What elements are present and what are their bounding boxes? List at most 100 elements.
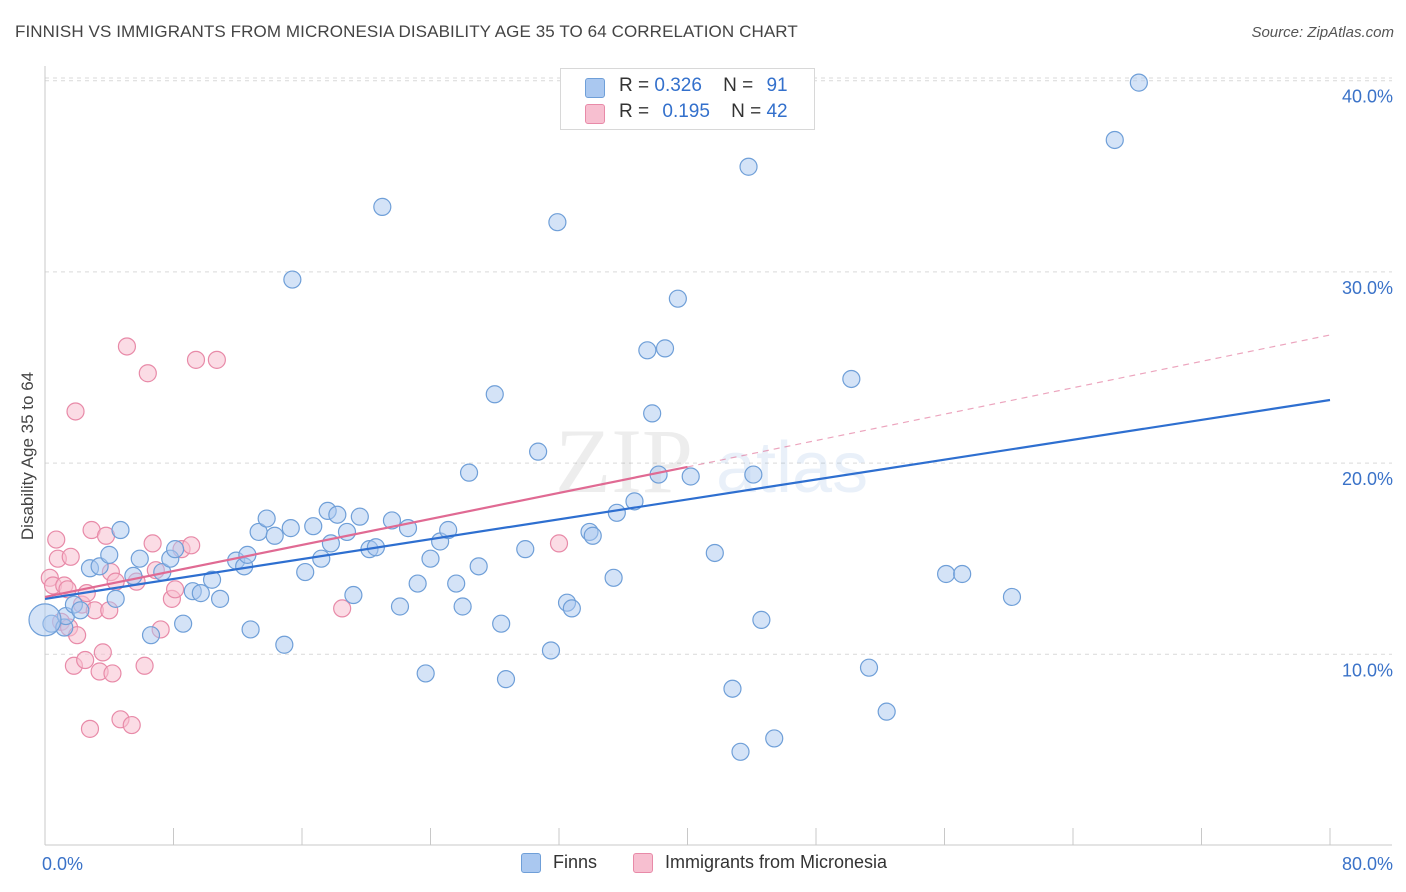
finns-point: [111, 520, 130, 540]
micronesia-point: [76, 650, 95, 670]
finns-point: [744, 465, 763, 484]
finns-point: [202, 570, 222, 589]
finns-points: [28, 73, 1148, 761]
micronesia-point: [61, 547, 80, 566]
micronesia-point: [143, 534, 162, 553]
y-tick-label: 30.0%: [1342, 278, 1393, 298]
finns-point: [541, 641, 561, 660]
finns-point: [529, 442, 548, 461]
finns-point: [607, 503, 626, 522]
micronesia-point: [66, 402, 85, 421]
finns-point: [382, 511, 402, 530]
micronesia-swatch: [585, 104, 605, 124]
finns-point: [130, 549, 149, 568]
finns-point: [408, 574, 427, 593]
finns-point: [28, 603, 62, 637]
finns-point: [469, 557, 488, 576]
watermark-zip: ZIP: [555, 410, 693, 512]
finns-point: [328, 505, 347, 524]
finns-point: [210, 589, 230, 608]
finns-point: [765, 729, 784, 748]
micronesia-point: [80, 719, 100, 738]
finns-point: [257, 509, 276, 528]
legend-item-finns: Finns: [521, 852, 597, 873]
finns-point: [453, 597, 472, 616]
finns-point: [447, 574, 466, 593]
finns-point: [485, 385, 504, 404]
micronesia-point: [135, 656, 154, 675]
micronesia-point: [186, 350, 206, 369]
micronesia-point: [47, 530, 66, 549]
watermark: ZIP atlas: [555, 410, 868, 512]
y-tick-label: 20.0%: [1342, 469, 1393, 489]
finns-point: [100, 545, 119, 564]
finns-point: [416, 664, 435, 683]
finns-point: [583, 526, 602, 545]
finns-point: [752, 610, 771, 629]
micronesia-point: [93, 643, 112, 662]
finns-point: [705, 543, 724, 563]
micronesia-legend-swatch: [633, 852, 653, 873]
finns-point: [739, 157, 758, 176]
finns-point: [459, 463, 479, 482]
watermark-atlas: atlas: [716, 428, 868, 508]
finns-point: [241, 620, 260, 639]
finns-point: [421, 549, 440, 568]
finns-n-label: N =: [723, 75, 754, 96]
micronesia-point: [103, 664, 122, 683]
finns-point: [71, 601, 90, 620]
y-tick-label: 40.0%: [1342, 87, 1393, 107]
finns-point: [953, 564, 972, 584]
finns-point: [643, 404, 662, 423]
finns-point: [496, 670, 516, 689]
legend-item-micronesia: Immigrants from Micronesia: [633, 852, 887, 873]
finns-point: [516, 540, 535, 559]
finns-point: [877, 702, 896, 721]
finns-point: [265, 526, 284, 545]
finns-point: [937, 564, 956, 584]
finns-point: [124, 566, 143, 586]
chart-title: FINNISH VS IMMIGRANTS FROM MICRONESIA DI…: [15, 22, 798, 41]
finns-point: [191, 584, 210, 603]
x-tick-label-min: 0.0%: [42, 854, 83, 874]
finns-point: [625, 492, 644, 511]
micronesia-legend-label: Immigrants from Micronesia: [665, 852, 888, 872]
micronesia-point: [333, 599, 352, 618]
micronesia-point: [182, 536, 201, 555]
micronesia-trend-line: [44, 465, 688, 599]
finns-point: [283, 270, 302, 289]
finns-point: [681, 467, 700, 486]
finns-point: [655, 339, 675, 358]
x-tick-label-max: 80.0%: [1342, 854, 1393, 874]
finns-point: [390, 597, 410, 616]
trend-lines: [44, 334, 1331, 600]
micronesia-point: [122, 715, 141, 735]
finns-legend-label: Finns: [553, 852, 598, 872]
finns-point: [166, 540, 185, 559]
finns-point: [604, 568, 623, 587]
micronesia-point: [117, 337, 137, 356]
finns-point: [548, 213, 567, 232]
micronesia-point: [166, 580, 185, 599]
finns-point: [350, 507, 369, 526]
finns-point: [296, 562, 315, 582]
finns-r-value: 0.326: [654, 75, 702, 96]
finns-point: [373, 197, 392, 216]
finns-legend-swatch: [521, 852, 541, 873]
finns-point: [106, 589, 125, 608]
finns-point: [723, 679, 742, 698]
finns-point: [731, 742, 750, 761]
micronesia-n-value: 42: [766, 101, 788, 122]
finns-point: [344, 585, 363, 605]
axes: [44, 66, 1392, 846]
finns-swatch: [585, 78, 605, 98]
finns-point: [439, 520, 458, 540]
finns-point: [174, 614, 193, 633]
finns-point: [275, 635, 294, 654]
finns-point: [842, 369, 861, 389]
finns-r-label: R =: [619, 75, 650, 96]
source-credit: Source: ZipAtlas.com: [1251, 24, 1394, 41]
micronesia-point: [207, 350, 226, 369]
finns-point: [141, 626, 161, 645]
finns-point: [281, 519, 300, 538]
